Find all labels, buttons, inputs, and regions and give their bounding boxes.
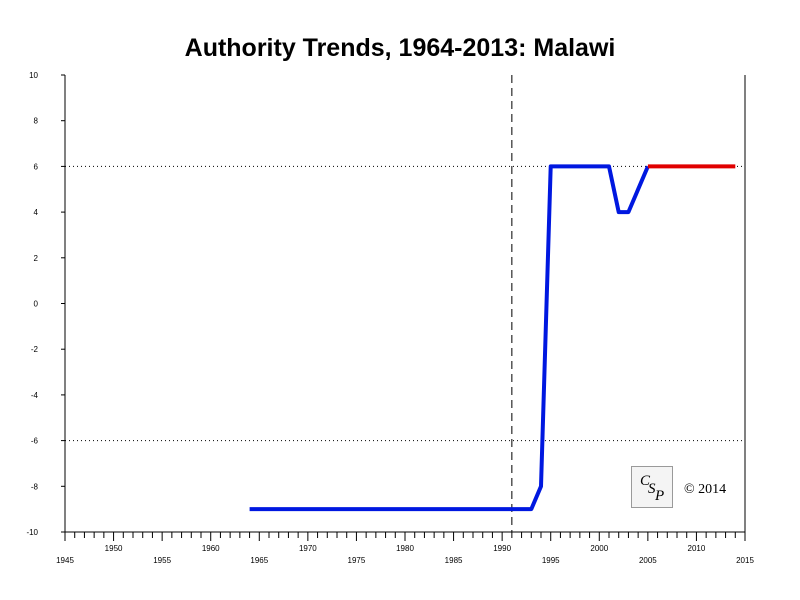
ticks-layer: 10 8 6 4 2 0 -2 -4 -6 -8 -10 1950 1960 1970 1980 1990 20… (26, 71, 754, 565)
svg-text:C: C (640, 473, 651, 489)
grid-layer (65, 75, 745, 532)
x-tick-label: 1955 (153, 556, 171, 565)
y-tick-label: 10 (29, 71, 38, 80)
x-tick-label: 1985 (445, 556, 463, 565)
y-tick-label: 4 (34, 208, 39, 217)
x-tick-label: 2005 (639, 556, 657, 565)
copyright-text: © 2014 (684, 482, 727, 497)
x-tick-label: 1970 (299, 544, 317, 553)
x-tick-label: 1980 (396, 544, 414, 553)
y-tick-label: -10 (26, 528, 38, 537)
series-line-1 (249, 164, 650, 512)
x-tick-label: 1950 (105, 544, 123, 553)
y-tick-label: -2 (31, 345, 39, 354)
x-tick-label: 1975 (348, 556, 366, 565)
y-tick-label: -4 (31, 391, 39, 400)
x-tick-label: 2015 (736, 556, 754, 565)
chart-title: Authority Trends, 1964-2013: Malawi (184, 34, 616, 62)
y-tick-label: 8 (34, 117, 39, 126)
y-tick-label: 0 (34, 300, 39, 309)
x-tick-label: 2000 (590, 544, 608, 553)
csp-logo: C S P (631, 466, 673, 508)
csp-logo-icon: C S P (640, 473, 664, 504)
x-tick-label: 2010 (688, 544, 706, 553)
x-tick-label: 1945 (56, 556, 74, 565)
x-tick-label: 1960 (202, 544, 220, 553)
x-tick-label: 1990 (493, 544, 511, 553)
axes-layer (64, 75, 746, 533)
svg-text:S: S (648, 481, 656, 497)
svg-text:P: P (654, 488, 664, 504)
y-tick-label: -8 (31, 482, 39, 491)
x-tick-label: 1995 (542, 556, 560, 565)
y-tick-label: 6 (34, 162, 39, 171)
y-tick-label: -6 (31, 437, 39, 446)
series-layer (249, 164, 736, 512)
y-tick-label: 2 (34, 254, 39, 263)
x-tick-label: 1965 (250, 556, 268, 565)
